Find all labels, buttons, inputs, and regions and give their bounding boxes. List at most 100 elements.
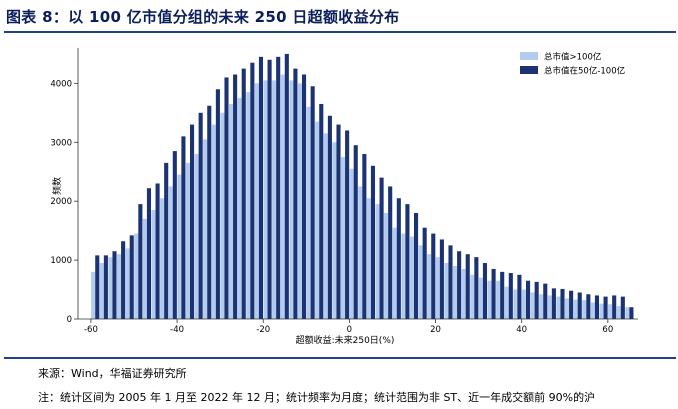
bar-mid-cap <box>500 271 505 319</box>
bar-mid-cap <box>319 103 324 319</box>
bar-large-cap <box>160 198 165 319</box>
bar-large-cap <box>608 304 613 319</box>
bar-large-cap <box>237 98 242 319</box>
x-tick-label: 20 <box>430 325 441 335</box>
bar-large-cap <box>487 280 492 319</box>
bar-mid-cap <box>620 296 625 319</box>
bar-large-cap <box>323 133 328 319</box>
bar-mid-cap <box>517 274 522 319</box>
x-tick-label: 0 <box>347 325 352 335</box>
bar-large-cap <box>504 286 509 319</box>
bar-large-cap <box>401 233 406 319</box>
bar-mid-cap <box>612 295 617 319</box>
bar-large-cap <box>444 263 449 319</box>
bar-mid-cap <box>577 292 582 319</box>
page-title: 图表 8：以 100 亿市值分组的未来 250 日超额收益分布 <box>6 8 400 26</box>
bar-mid-cap <box>207 105 212 319</box>
bar-large-cap <box>418 245 423 319</box>
bar-mid-cap <box>482 263 488 319</box>
bar-large-cap <box>599 303 604 319</box>
bar-large-cap <box>375 204 380 319</box>
bar-mid-cap <box>448 245 453 319</box>
bar-large-cap <box>470 274 475 319</box>
bar-mid-cap <box>396 198 401 319</box>
bar-large-cap <box>427 254 432 319</box>
bar-mid-cap <box>241 68 246 319</box>
bar-mid-cap <box>224 77 229 320</box>
bar-mid-cap <box>164 162 169 319</box>
bar-large-cap <box>461 268 466 319</box>
bar-mid-cap <box>276 56 281 320</box>
bar-large-cap <box>340 156 346 319</box>
bar-mid-cap <box>431 233 436 319</box>
bar-large-cap <box>306 106 311 319</box>
bar-large-cap <box>228 103 234 319</box>
bar-large-cap <box>392 227 397 319</box>
bar-mid-cap <box>155 183 160 319</box>
y-axis-label: 频数 <box>51 177 63 195</box>
bar-large-cap <box>91 271 96 319</box>
bar-large-cap <box>108 257 113 319</box>
bar-mid-cap <box>198 112 203 319</box>
legend-swatch-mid-cap <box>520 66 538 74</box>
bar-large-cap <box>203 139 208 319</box>
bar-mid-cap <box>190 124 195 319</box>
bar-large-cap <box>478 277 483 319</box>
bar-large-cap <box>564 298 570 319</box>
bar-large-cap <box>185 162 190 319</box>
bar-mid-cap <box>508 273 513 319</box>
bar-mid-cap <box>112 251 117 319</box>
bar-mid-cap <box>491 268 496 319</box>
bar-mid-cap <box>353 145 358 319</box>
bar-large-cap <box>496 280 501 319</box>
bar-mid-cap <box>594 295 600 319</box>
bar-mid-cap <box>336 124 341 319</box>
legend-label-large-cap: 总市值>100亿 <box>544 52 601 63</box>
x-tick-label: -20 <box>256 325 270 335</box>
bar-large-cap <box>384 212 389 319</box>
bar-large-cap <box>297 83 302 319</box>
bar-mid-cap <box>457 251 462 319</box>
bar-mid-cap <box>267 59 272 319</box>
footnote: 注：统计区间为 2005 年 1 月至 2022 年 12 月；统计频率为月度；… <box>38 391 596 404</box>
bar-mid-cap <box>586 294 591 319</box>
bar-large-cap <box>151 210 156 319</box>
bar-mid-cap <box>474 257 479 319</box>
bar-mid-cap <box>388 186 393 319</box>
bar-mid-cap <box>284 53 289 319</box>
y-tick-label: 2000 <box>50 197 72 207</box>
bar-mid-cap <box>534 281 539 319</box>
chart-legend: 总市值>100亿 总市值在50亿-100亿 <box>520 52 625 77</box>
legend-label-mid-cap: 总市值在50亿-100亿 <box>544 66 625 77</box>
bar-mid-cap <box>95 255 100 319</box>
y-tick-label: 4000 <box>50 79 72 89</box>
bar-large-cap <box>315 121 320 319</box>
bar-mid-cap <box>181 136 186 319</box>
bar-mid-cap <box>293 68 298 319</box>
bar-large-cap <box>573 299 578 319</box>
bar-mid-cap <box>629 307 634 319</box>
bar-mid-cap <box>569 290 574 319</box>
bar-large-cap <box>409 236 414 319</box>
bar-large-cap <box>547 295 552 319</box>
bar-mid-cap <box>439 239 444 319</box>
bar-large-cap <box>254 83 259 319</box>
bar-large-cap <box>452 265 458 319</box>
x-tick-label: -60 <box>84 325 98 335</box>
x-tick-label: -40 <box>170 325 184 335</box>
bar-mid-cap <box>103 255 108 319</box>
bar-large-cap <box>211 124 216 319</box>
bar-mid-cap <box>302 74 307 319</box>
bar-mid-cap <box>172 151 177 319</box>
bar-large-cap <box>177 174 182 319</box>
bar-mid-cap <box>543 283 548 319</box>
y-tick-label: 1000 <box>50 256 72 266</box>
bar-mid-cap <box>465 254 470 319</box>
y-tick-label: 3000 <box>50 138 72 148</box>
bar-large-cap <box>134 233 139 319</box>
bar-mid-cap <box>345 130 350 319</box>
bar-large-cap <box>220 112 225 319</box>
bar-large-cap <box>349 168 354 319</box>
bar-large-cap <box>246 92 251 320</box>
bar-large-cap <box>332 142 337 319</box>
